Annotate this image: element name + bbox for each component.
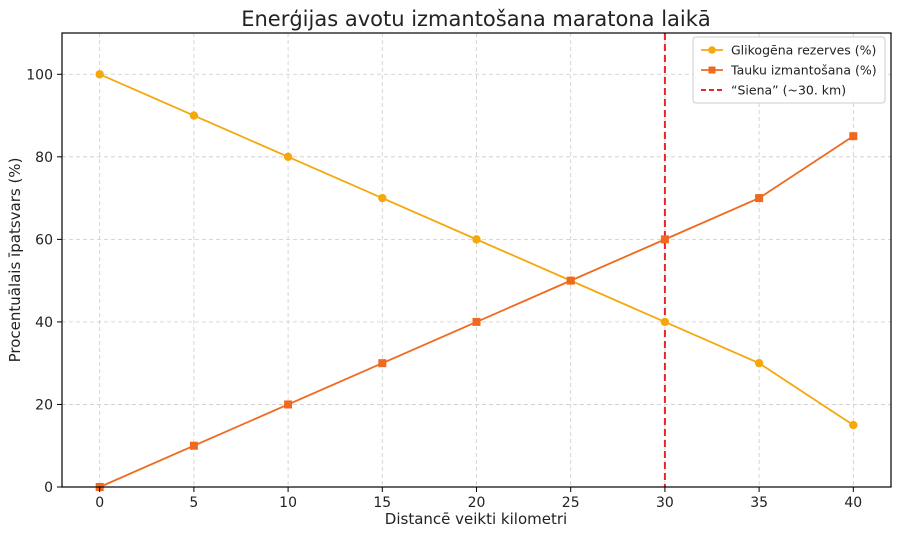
- chart-title: Enerģijas avotu izmantošana maratona lai…: [241, 7, 711, 31]
- x-tick-label: 0: [95, 495, 104, 511]
- x-ticks: 0 5 10 15 20 25 30 35 40: [95, 487, 862, 511]
- x-axis-label: Distancē veikti kilometri: [385, 510, 567, 528]
- legend-label: Tauku izmantošana (%): [730, 63, 877, 78]
- series-layer: [95, 70, 858, 491]
- y-tick-label: 80: [35, 150, 53, 166]
- data-point: [472, 317, 481, 326]
- data-point: [378, 193, 387, 203]
- y-tick-label: 60: [35, 232, 53, 248]
- legend-item: Tauku izmantošana (%): [701, 63, 877, 78]
- data-point: [755, 194, 764, 203]
- series-2: [95, 132, 858, 491]
- x-tick-label: 35: [750, 495, 768, 511]
- data-point: [849, 132, 858, 141]
- data-point: [189, 441, 198, 450]
- legend-marker: [708, 46, 716, 54]
- data-point: [660, 317, 670, 327]
- x-tick-label: 5: [189, 495, 198, 511]
- legend-label: “Siena” (~30. km): [731, 83, 846, 98]
- y-tick-label: 20: [35, 397, 53, 413]
- x-tick-label: 40: [844, 495, 862, 511]
- data-point: [849, 420, 858, 430]
- data-point: [754, 358, 764, 368]
- y-tick-label: 100: [26, 67, 53, 83]
- data-point: [566, 276, 575, 285]
- legend: Glikogēna rezerves (%) Tauku izmantošana …: [692, 36, 886, 104]
- data-point: [189, 111, 199, 120]
- data-point: [378, 359, 387, 368]
- x-tick-label: 15: [373, 495, 391, 511]
- legend-item: “Siena” (~30. km): [701, 83, 846, 98]
- x-tick-label: 25: [562, 495, 580, 511]
- legend-item: Glikogēna rezerves (%): [701, 43, 876, 58]
- x-tick-label: 10: [279, 495, 297, 511]
- data-point: [283, 152, 293, 162]
- data-point: [660, 235, 669, 244]
- data-point: [472, 235, 481, 244]
- x-tick-label: 30: [656, 495, 674, 511]
- y-axis-label: Procentuālais īpatsvars (%): [6, 158, 24, 363]
- data-point: [95, 70, 104, 79]
- legend-marker: [708, 66, 716, 74]
- series-1: [95, 70, 858, 430]
- y-tick-label: 40: [35, 315, 53, 331]
- y-ticks: 0 20 40 60 80 100: [26, 67, 62, 496]
- legend-label: Glikogēna rezerves (%): [731, 43, 876, 58]
- legend-box: [692, 36, 886, 104]
- x-tick-label: 20: [468, 495, 486, 511]
- y-tick-label: 0: [44, 480, 53, 496]
- data-point: [284, 400, 293, 409]
